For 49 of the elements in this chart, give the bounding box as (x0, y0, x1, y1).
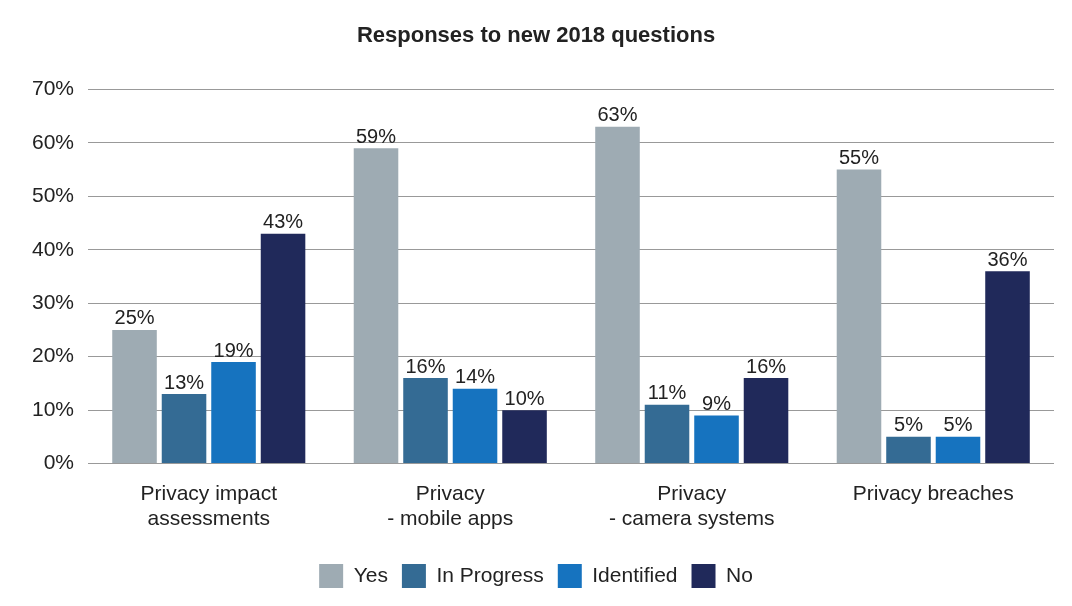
y-tick-label: 0% (43, 450, 75, 474)
data-label: 16% (746, 354, 787, 377)
data-label: 43% (263, 210, 304, 233)
data-label: 63% (597, 103, 638, 126)
x-tick-label: Privacy impact assessments (140, 481, 278, 530)
bar (211, 362, 256, 464)
bar (886, 436, 931, 464)
data-label: 25% (114, 306, 155, 329)
bar (353, 148, 399, 464)
bar (502, 410, 547, 464)
data-label: 14% (455, 365, 496, 388)
bar (403, 378, 448, 464)
y-tick-label: 10% (32, 396, 75, 420)
y-tick-label: 40% (32, 236, 75, 260)
data-label: 11% (647, 381, 687, 404)
legend-label: No (726, 562, 753, 586)
y-tick-label: 70% (32, 76, 75, 100)
data-label: 13% (164, 370, 205, 393)
bar (836, 169, 882, 464)
data-label: 5% (894, 413, 924, 436)
y-tick-label: 50% (32, 183, 75, 207)
bar (935, 436, 981, 464)
data-label: 19% (213, 338, 254, 361)
data-label: 5% (943, 413, 973, 436)
y-tick-label: 20% (32, 343, 75, 367)
legend-label: In Progress (436, 562, 544, 586)
data-label: 55% (838, 146, 880, 169)
bar (260, 233, 306, 464)
x-tick-label: Privacy breaches (852, 481, 1014, 504)
bar (112, 329, 157, 464)
bar (452, 388, 498, 464)
y-tick-label: 30% (32, 290, 75, 314)
data-label: 59% (355, 124, 397, 147)
bar (694, 415, 739, 464)
legend-label: Identified (592, 562, 678, 586)
legend-label: Yes (353, 562, 388, 586)
bar (595, 126, 640, 464)
data-label: 10% (504, 386, 545, 409)
data-label: 16% (405, 354, 446, 377)
bar (743, 378, 789, 464)
x-tick-label: Privacy - camera systems (608, 481, 775, 530)
data-label: 36% (987, 247, 1028, 270)
chart-title: Responses to new 2018 questions (356, 22, 716, 48)
bar (161, 394, 207, 464)
bar (644, 404, 690, 464)
x-tick-label: Privacy - mobile apps (387, 481, 514, 530)
bar (985, 271, 1030, 464)
y-tick-label: 60% (32, 129, 75, 153)
data-label: 9% (702, 392, 732, 414)
